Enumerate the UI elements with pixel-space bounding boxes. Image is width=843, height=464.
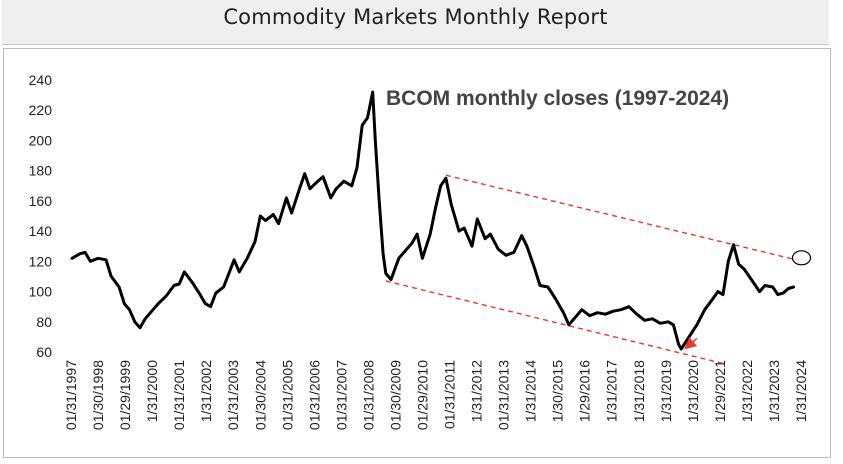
y-tick-label: 180 — [29, 163, 53, 179]
series-group — [70, 90, 796, 351]
x-tick-label: 01/31/2008 — [360, 360, 376, 430]
x-tick-label: 01/30/1998 — [90, 360, 106, 430]
trend-lines — [385, 174, 797, 365]
x-tick-label: 1/31/2002 — [198, 360, 214, 422]
x-tick-label: 01/30/2004 — [252, 360, 268, 430]
y-tick-label: 160 — [29, 193, 53, 209]
x-tick-label: 1/31/2019 — [658, 360, 674, 422]
series-line — [70, 90, 796, 351]
x-axis-ticks: 01/31/1997 01/30/1998 01/29/1999 1/31/2000 0… — [63, 360, 809, 430]
chart-title: BCOM monthly closes (1997-2024) — [386, 87, 729, 110]
report-header: Commodity Markets Monthly Report — [2, 0, 829, 45]
y-tick-label: 140 — [29, 223, 53, 239]
y-tick-label: 120 — [29, 253, 53, 269]
x-tick-label: 1/31/2022 — [739, 360, 755, 422]
highlight-circle — [791, 250, 812, 266]
x-tick-label: 1/29/2021 — [712, 360, 728, 422]
x-tick-label: 1/30/2015 — [550, 360, 566, 422]
x-tick-label: 01/31/1997 — [63, 360, 79, 430]
x-tick-label: 1/31/2017 — [604, 360, 620, 422]
x-tick-label: 1/31/2024 — [793, 360, 809, 422]
x-tick-label: 01/31/2005 — [279, 360, 295, 430]
y-tick-label: 100 — [29, 284, 53, 300]
y-tick-label: 240 — [29, 72, 53, 88]
x-tick-label: 01/31/2007 — [333, 360, 349, 430]
x-tick-label: 1/31/2020 — [685, 360, 701, 422]
x-tick-label: 1/29/2016 — [577, 360, 593, 422]
x-tick-label: 01/31/2001 — [171, 360, 187, 430]
y-tick-label: 200 — [29, 132, 53, 148]
pointer-arrow — [684, 337, 698, 350]
annotations — [684, 250, 812, 350]
x-tick-label: 01/29/1999 — [117, 360, 133, 430]
x-tick-label: 1/31/2014 — [523, 360, 539, 422]
y-tick-label: 220 — [29, 102, 53, 118]
x-tick-label: 01/29/2010 — [414, 360, 430, 430]
chart-panel — [3, 48, 831, 458]
x-tick-label: 1/31/2000 — [144, 360, 160, 422]
x-tick-label: 01/31/2003 — [225, 360, 241, 430]
x-tick-label: 01/31/2011 — [442, 360, 458, 429]
x-tick-label: 1/31/2012 — [469, 360, 485, 422]
x-tick-label: 1/31/2023 — [766, 360, 782, 422]
x-tick-label: 1/31/2018 — [631, 360, 647, 422]
x-tick-label: 01/31/2013 — [496, 360, 512, 430]
x-tick-label: 01/30/2009 — [387, 360, 403, 430]
trend-line — [385, 280, 726, 365]
y-tick-label: 60 — [36, 344, 52, 360]
trend-line — [445, 174, 797, 261]
report-title: Commodity Markets Monthly Report — [223, 5, 608, 29]
y-axis-ticks: 60 80 100 120 140 160 180 200 220 240 — [29, 72, 53, 360]
x-tick-label: 01/31/2006 — [306, 360, 322, 430]
y-tick-label: 80 — [36, 314, 52, 330]
